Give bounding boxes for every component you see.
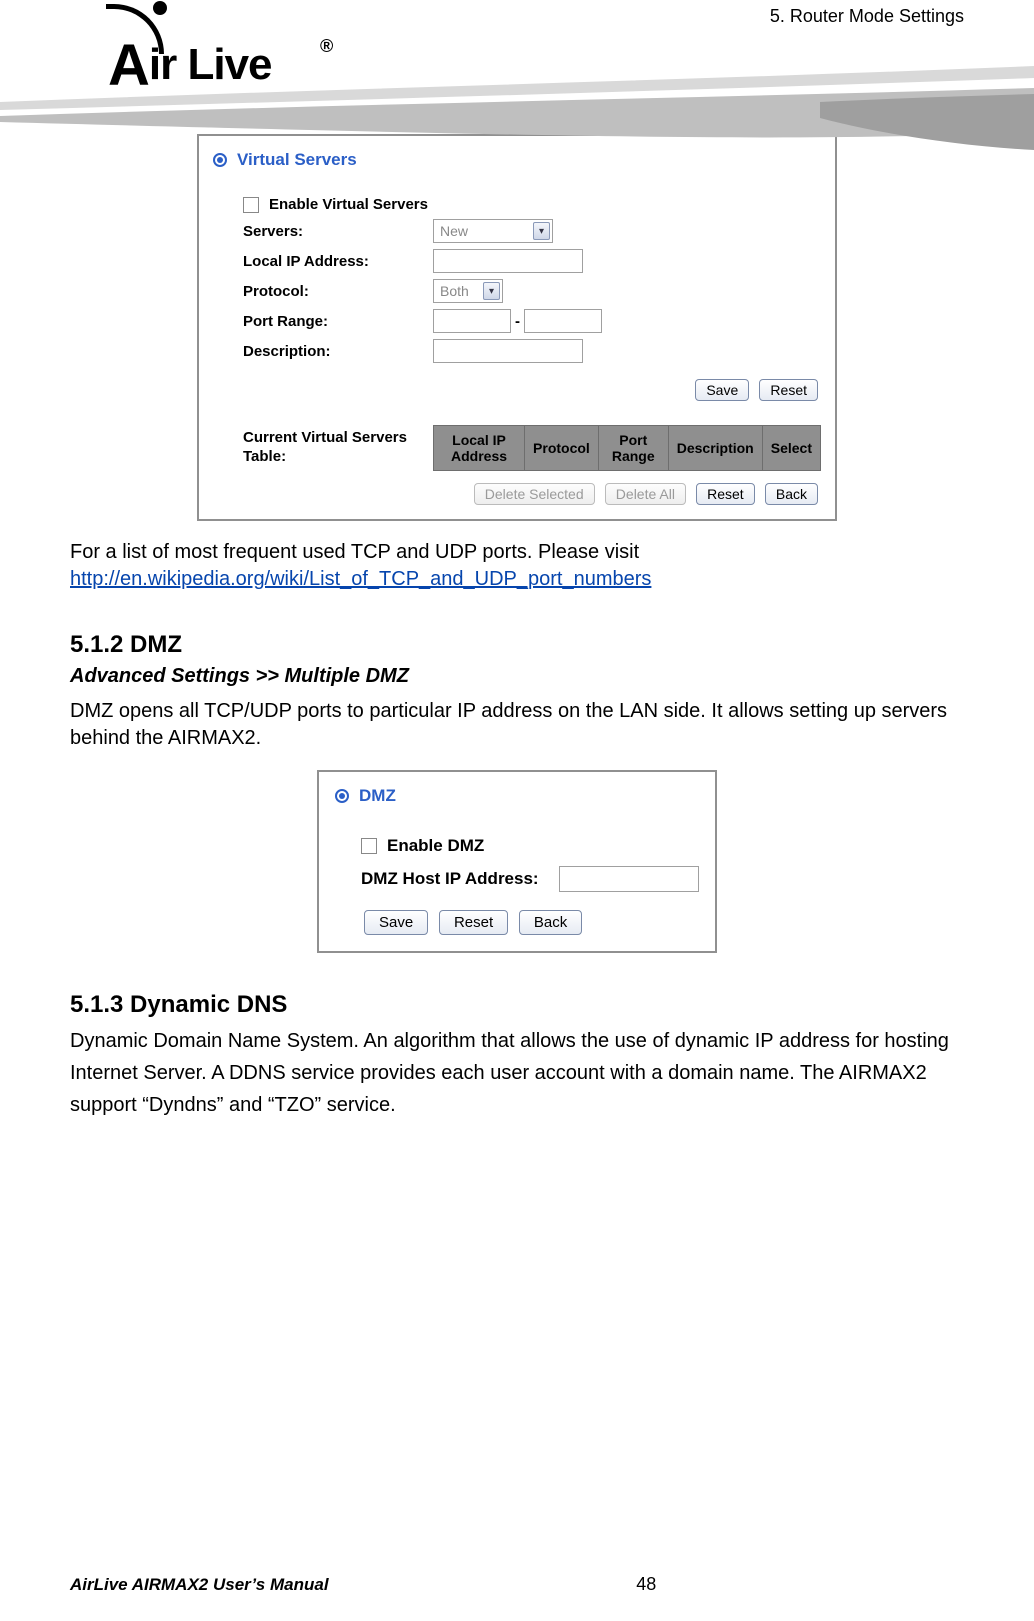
page-footer: AirLive AIRMAX2 User’s Manual 48 (70, 1574, 964, 1595)
delete-selected-button[interactable]: Delete Selected (474, 483, 595, 505)
delete-all-button[interactable]: Delete All (605, 483, 686, 505)
reset-table-button[interactable]: Reset (696, 483, 755, 505)
logo-registered-icon: ® (320, 36, 333, 57)
virtual-servers-panel: Virtual Servers Enable Virtual Servers S… (197, 134, 837, 521)
ports-link[interactable]: http://en.wikipedia.org/wiki/List_of_TCP… (70, 568, 651, 590)
col-description: Description (668, 426, 762, 471)
enable-virtual-servers-label: Enable Virtual Servers (269, 196, 428, 213)
description-input[interactable] (433, 339, 583, 363)
enable-virtual-servers-checkbox[interactable] (243, 197, 259, 213)
footer-manual-title: AirLive AIRMAX2 User’s Manual (70, 1575, 329, 1595)
ports-intro: For a list of most frequent used TCP and… (70, 541, 639, 563)
protocol-select-value: Both (440, 283, 469, 299)
port-range-label: Port Range: (243, 313, 433, 330)
servers-label: Servers: (243, 223, 433, 240)
local-ip-input[interactable] (433, 249, 583, 273)
dmz-back-button[interactable]: Back (519, 910, 582, 935)
dmz-host-input[interactable] (559, 866, 699, 892)
port-range-end-input[interactable] (524, 309, 602, 333)
radio-selected-icon (213, 153, 227, 167)
col-local-ip: Local IP Address (434, 426, 525, 471)
dmz-breadcrumb: Advanced Settings >> Multiple DMZ (70, 665, 964, 688)
back-button[interactable]: Back (765, 483, 818, 505)
reset-button[interactable]: Reset (759, 379, 818, 401)
description-label: Description: (243, 343, 433, 360)
dmz-paragraph: DMZ opens all TCP/UDP ports to particula… (70, 698, 964, 752)
dmz-panel-title: DMZ (335, 782, 699, 830)
port-range-start-input[interactable] (433, 309, 511, 333)
chevron-down-icon: ▾ (483, 282, 500, 300)
servers-select-value: New (440, 223, 468, 239)
protocol-label: Protocol: (243, 283, 433, 300)
page-header: 5. Router Mode Settings Air Live ® (70, 0, 964, 130)
section-dmz-title: 5.1.2 DMZ (70, 631, 964, 659)
virtual-servers-table: Local IP Address Protocol Port Range Des… (433, 425, 821, 471)
col-protocol: Protocol (525, 426, 599, 471)
vs-table-label: Current Virtual Servers Table: (243, 425, 433, 467)
ports-paragraph: For a list of most frequent used TCP and… (70, 539, 964, 593)
save-button[interactable]: Save (695, 379, 749, 401)
col-port-range: Port Range (598, 426, 668, 471)
local-ip-label: Local IP Address: (243, 253, 433, 270)
chapter-label: 5. Router Mode Settings (770, 6, 964, 27)
footer-page-number: 48 (329, 1574, 964, 1595)
port-range-dash: - (511, 313, 524, 330)
dmz-panel-title-text: DMZ (359, 786, 396, 806)
dmz-panel: DMZ Enable DMZ DMZ Host IP Address: Save… (317, 770, 717, 953)
enable-dmz-label: Enable DMZ (387, 836, 484, 856)
dmz-save-button[interactable]: Save (364, 910, 428, 935)
panel-title-text: Virtual Servers (237, 150, 357, 170)
save-reset-row: Save Reset (243, 379, 821, 401)
col-select: Select (762, 426, 820, 471)
protocol-select[interactable]: Both ▾ (433, 279, 503, 303)
section-ddns-title: 5.1.3 Dynamic DNS (70, 991, 964, 1019)
enable-dmz-checkbox[interactable] (361, 838, 377, 854)
dmz-reset-button[interactable]: Reset (439, 910, 508, 935)
panel-title: Virtual Servers (213, 146, 821, 190)
chevron-down-icon: ▾ (533, 222, 550, 240)
header-swoosh-icon (70, 60, 964, 130)
dmz-host-label: DMZ Host IP Address: (361, 869, 559, 889)
radio-selected-icon (335, 789, 349, 803)
ddns-paragraph: Dynamic Domain Name System. An algorithm… (70, 1025, 964, 1121)
servers-select[interactable]: New ▾ (433, 219, 553, 243)
